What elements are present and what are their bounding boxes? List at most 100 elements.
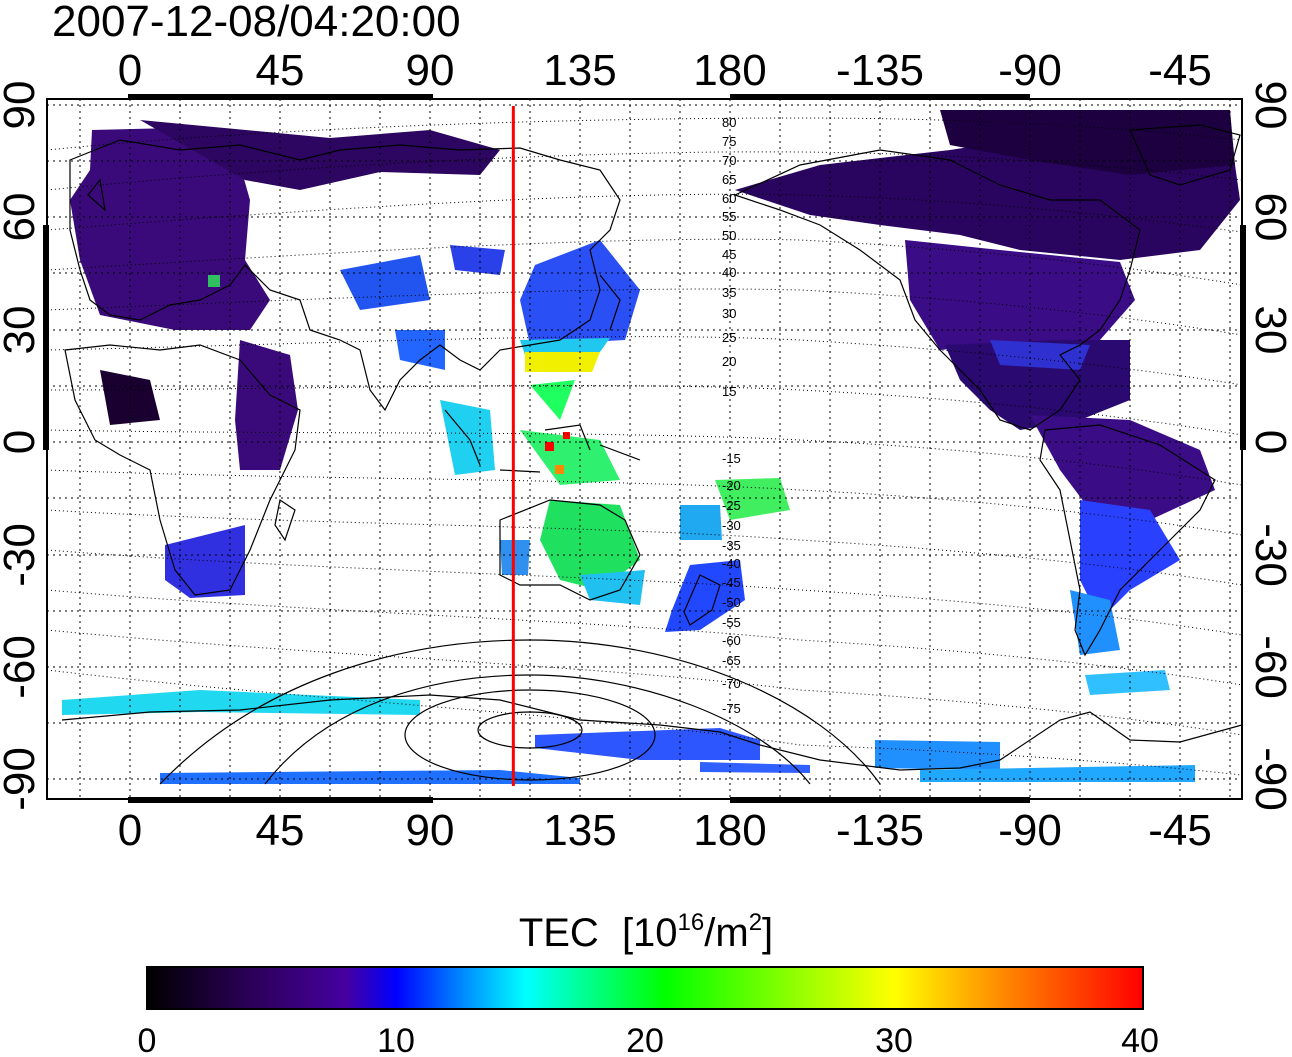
colorbar-label-close: ] bbox=[762, 911, 773, 955]
graticule bbox=[47, 99, 1242, 799]
tec-patch-sahara bbox=[100, 370, 160, 425]
lon-tick-top: 135 bbox=[543, 46, 616, 95]
contour-label: -15 bbox=[722, 451, 741, 466]
tec-patch-antarctic-west bbox=[535, 728, 760, 760]
coast-antarctica bbox=[61, 694, 1242, 771]
lat-tick-right: 60 bbox=[1246, 193, 1292, 242]
contour-label: 30 bbox=[722, 306, 736, 321]
colorbar-tick: 0 bbox=[138, 1022, 157, 1057]
tec-patch-antarctic-southpac bbox=[875, 740, 1000, 770]
coast-south-america bbox=[1039, 424, 1216, 657]
tec-patch-australia bbox=[540, 500, 640, 590]
colorbar-tick: 40 bbox=[1121, 1022, 1159, 1057]
lat-tick-left: -30 bbox=[0, 523, 44, 587]
lon-tick-top: -90 bbox=[998, 46, 1062, 95]
contour-label: -65 bbox=[722, 653, 741, 668]
colorbar-label: TEC [1016/m2] bbox=[519, 909, 773, 955]
coastlines bbox=[61, 124, 1242, 771]
colorbar-tick: 30 bbox=[875, 1022, 913, 1057]
contour-label: -35 bbox=[722, 538, 741, 553]
lat-tick-right: 90 bbox=[1246, 81, 1292, 130]
coast-madagascar bbox=[274, 499, 296, 542]
tec-patch-middle-east bbox=[340, 255, 430, 310]
contour-label: 20 bbox=[722, 354, 736, 369]
tec-patch-south-africa bbox=[165, 525, 245, 598]
left-axis-bar bbox=[43, 225, 49, 450]
tec-spot-europe-mix bbox=[208, 275, 220, 287]
contour-label: 45 bbox=[722, 247, 736, 262]
coast-new-zealand bbox=[683, 574, 721, 626]
lat-tick-right: -30 bbox=[1246, 523, 1292, 587]
contour-label: 75 bbox=[722, 134, 736, 149]
contour-label: 50 bbox=[722, 228, 736, 243]
top-axis-bar-2 bbox=[730, 94, 1030, 100]
contour-label: -45 bbox=[722, 575, 741, 590]
tec-patch-philippines bbox=[530, 380, 575, 420]
lat-tick-left: 0 bbox=[0, 430, 44, 454]
contour-label: -70 bbox=[722, 676, 741, 691]
top-axis-bar-1 bbox=[128, 94, 433, 100]
colorbar-label-exp2: 2 bbox=[749, 909, 762, 936]
colorbar-label-main: TEC bbox=[519, 911, 599, 955]
tec-patch-usa bbox=[905, 240, 1135, 350]
lon-tick-bottom: -45 bbox=[1148, 806, 1212, 855]
lon-tick-bottom: 180 bbox=[693, 806, 766, 855]
contour-label: 25 bbox=[722, 330, 736, 345]
lat-tick-right: -60 bbox=[1246, 635, 1292, 699]
tec-patch-antarctic-cyan bbox=[62, 690, 420, 715]
contour-label: 15 bbox=[722, 384, 736, 399]
coast-indonesia bbox=[444, 409, 641, 473]
contour-label: -30 bbox=[722, 518, 741, 533]
contour-label: -40 bbox=[722, 556, 741, 571]
colorbar-label-mid: /m bbox=[704, 911, 748, 955]
contour-label: -60 bbox=[722, 633, 741, 648]
map-panel: 80 75 70 65 60 55 50 45 40 35 30 25 20 15 -15 -20 -25 -30… bbox=[43, 94, 1246, 803]
tec-patch-china-cyan bbox=[520, 338, 610, 355]
colorbar-tick: 10 bbox=[377, 1022, 415, 1057]
lat-tick-left: -60 bbox=[0, 635, 44, 699]
coast-africa bbox=[64, 344, 301, 596]
tec-patch-antarctic-ross bbox=[700, 762, 810, 773]
colorbar-label-exp: 16 bbox=[678, 909, 705, 936]
lat-tick-right: 30 bbox=[1246, 306, 1292, 355]
contour-label: 70 bbox=[722, 153, 736, 168]
lat-tick-left: -90 bbox=[0, 747, 44, 811]
lat-ticks-right: 90 60 30 0 -30 -60 -90 bbox=[1246, 81, 1292, 811]
south-pole-contours bbox=[159, 639, 881, 785]
lat-tick-right: 0 bbox=[1246, 430, 1292, 454]
lat-tick-right: -90 bbox=[1246, 747, 1292, 811]
lon-ticks-top: 0 45 90 135 180 -135 -90 -45 bbox=[118, 46, 1212, 95]
bottom-axis-bar-1 bbox=[128, 797, 433, 803]
lat-tick-left: 30 bbox=[0, 306, 44, 355]
coast-greenland bbox=[1129, 124, 1241, 186]
lat-tick-left: 90 bbox=[0, 81, 44, 130]
contour-label: 60 bbox=[722, 191, 736, 206]
magnetic-contours bbox=[47, 117, 1242, 776]
tec-spot-red-2 bbox=[563, 432, 570, 439]
lon-tick-top: 45 bbox=[256, 46, 305, 95]
contour-label: -55 bbox=[722, 615, 741, 630]
tec-spot-red bbox=[545, 442, 554, 451]
tec-patch-patagonia bbox=[1070, 590, 1120, 655]
tec-patch-greenland bbox=[940, 110, 1235, 175]
lon-tick-bottom: 0 bbox=[118, 806, 142, 855]
lon-tick-top: 180 bbox=[693, 46, 766, 95]
coast-uk bbox=[87, 178, 106, 212]
contour-label: -50 bbox=[722, 595, 741, 610]
contour-labels: 80 75 70 65 60 55 50 45 40 35 30 25 20 15 -15 -20 -25 -30… bbox=[722, 115, 741, 716]
tec-patch-pacific-cyan bbox=[680, 505, 722, 540]
tec-patch-central-asia bbox=[450, 245, 505, 275]
contour-label: 65 bbox=[722, 172, 736, 187]
contour-label: 35 bbox=[722, 285, 736, 300]
lat-tick-left: 60 bbox=[0, 193, 44, 242]
lon-tick-bottom: 135 bbox=[543, 806, 616, 855]
colorbar-tick: 20 bbox=[626, 1022, 664, 1057]
right-axis-bar bbox=[1240, 225, 1246, 450]
colorbar-label-open: [10 bbox=[622, 911, 678, 955]
tec-patch-gulf-blue bbox=[990, 340, 1090, 370]
tec-spot-orange bbox=[555, 465, 564, 474]
contour-label: -20 bbox=[722, 478, 741, 493]
coast-eurasia bbox=[69, 139, 621, 412]
contour-label: 55 bbox=[722, 209, 736, 224]
